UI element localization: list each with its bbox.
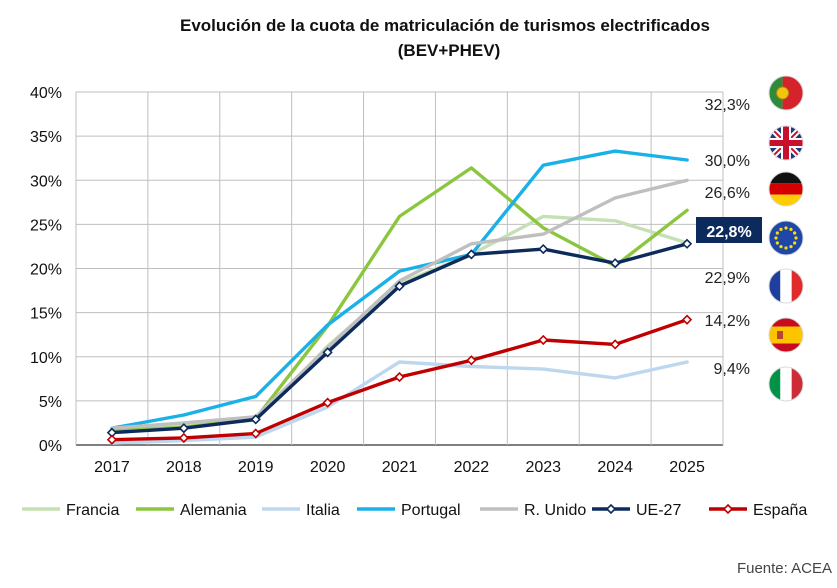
- data-point-ue-27: [466, 249, 477, 260]
- x-tick-label: 2023: [525, 459, 561, 476]
- x-tick-label: 2022: [454, 459, 490, 476]
- data-point-ue-27: [322, 347, 333, 358]
- flag-outline: [768, 268, 804, 304]
- legend-label: España: [753, 502, 807, 519]
- flag-outline: [768, 366, 804, 402]
- flag-outline: [768, 125, 804, 161]
- y-tick-label: 5%: [39, 394, 62, 411]
- x-tick-label: 2019: [238, 459, 274, 476]
- legend-label: Italia: [306, 502, 340, 519]
- data-point-españa: [106, 434, 118, 445]
- y-tick-label: 10%: [30, 350, 62, 367]
- legend-item-alemania: Alemania: [136, 502, 247, 519]
- x-axis-ticks: 2017 2018 2019 2020 2021 2022 2023 2024 2025: [94, 459, 705, 476]
- legend-marker: [722, 503, 734, 515]
- highlight-label-box: [696, 217, 762, 243]
- spain-flag-icon: [769, 318, 803, 352]
- flag-outline: [768, 317, 804, 353]
- x-tick-label: 2021: [382, 459, 418, 476]
- series-line-portugal: [110, 149, 689, 430]
- data-point-españa: [394, 371, 405, 383]
- end-label: 9,4%: [714, 361, 750, 378]
- series-line-francia: [110, 214, 689, 432]
- data-point-ue-27: [394, 281, 405, 292]
- legend-item-españa: España: [709, 502, 807, 519]
- united-kingdom-flag-icon: [769, 126, 803, 160]
- legend-label: Portugal: [401, 502, 461, 519]
- germany-flag-icon: [769, 172, 803, 206]
- y-tick-label: 40%: [30, 85, 62, 102]
- european-union-flag-icon: [769, 221, 803, 255]
- legend-item-r-unido: R. Unido: [480, 502, 586, 519]
- series-line-r-unido: [110, 178, 689, 430]
- x-tick-label: 2020: [310, 459, 346, 476]
- y-tick-label: 25%: [30, 217, 62, 234]
- end-value-labels: 32,3% 30,0% 26,6% 22,8% 22,9% 14,2% 9,4%: [696, 97, 762, 378]
- flag-outline: [768, 75, 804, 111]
- data-point-españa: [178, 432, 189, 444]
- data-point-españa: [610, 339, 621, 350]
- end-label: 22,8%: [706, 224, 751, 241]
- legend-label: Francia: [66, 502, 119, 519]
- y-axis-ticks: 0% 5% 10% 15% 20% 25% 30% 35% 40%: [30, 85, 62, 455]
- france-flag-icon: [769, 269, 803, 303]
- end-label: 32,3%: [705, 97, 750, 114]
- series-lines: [106, 149, 693, 445]
- y-tick-label: 0%: [39, 438, 62, 455]
- chart-title: Evolución de la cuota de matriculación d…: [180, 16, 710, 35]
- y-tick-label: 15%: [30, 306, 62, 323]
- legend-label: R. Unido: [524, 502, 586, 519]
- data-point-ue-27: [178, 423, 189, 434]
- x-tick-label: 2024: [597, 459, 633, 476]
- end-label: 14,2%: [705, 313, 750, 330]
- legend: Francia Alemania Italia Portugal R. Unido UE-…: [22, 502, 807, 519]
- y-tick-label: 20%: [30, 262, 62, 279]
- flag-outline: [768, 220, 804, 256]
- x-tick-label: 2025: [669, 459, 705, 476]
- gridlines: [75, 91, 724, 446]
- end-label: 26,6%: [705, 185, 750, 202]
- series-line-italia: [110, 360, 689, 445]
- source-note: Fuente: ACEA: [737, 560, 832, 577]
- country-flags: [768, 75, 804, 402]
- end-label: 22,9%: [705, 270, 750, 287]
- data-point-ue-27: [681, 238, 693, 249]
- data-point-españa: [250, 428, 261, 439]
- y-tick-label: 30%: [30, 173, 62, 190]
- data-point-ue-27: [610, 258, 621, 269]
- legend-label: Alemania: [180, 502, 247, 519]
- legend-marker: [605, 503, 617, 515]
- legend-item-portugal: Portugal: [357, 502, 461, 519]
- data-point-españa: [322, 397, 333, 408]
- x-tick-label: 2017: [94, 459, 130, 476]
- legend-item-ue-27: UE-27: [592, 502, 681, 519]
- flag-outline: [768, 171, 804, 207]
- legend-item-francia: Francia: [22, 502, 119, 519]
- y-tick-label: 35%: [30, 129, 62, 146]
- end-label: 30,0%: [705, 153, 750, 170]
- series-line-alemania: [110, 166, 689, 433]
- x-tick-label: 2018: [166, 459, 202, 476]
- legend-item-italia: Italia: [262, 502, 340, 519]
- legend-label: UE-27: [636, 502, 681, 519]
- data-point-españa: [681, 314, 693, 325]
- italy-flag-icon: [769, 367, 803, 401]
- data-point-españa: [538, 334, 549, 346]
- data-point-españa: [466, 355, 477, 366]
- data-point-ue-27: [250, 414, 261, 425]
- chart-subtitle: (BEV+PHEV): [398, 41, 501, 60]
- portugal-flag-icon: [769, 76, 803, 110]
- data-point-ue-27: [538, 243, 549, 255]
